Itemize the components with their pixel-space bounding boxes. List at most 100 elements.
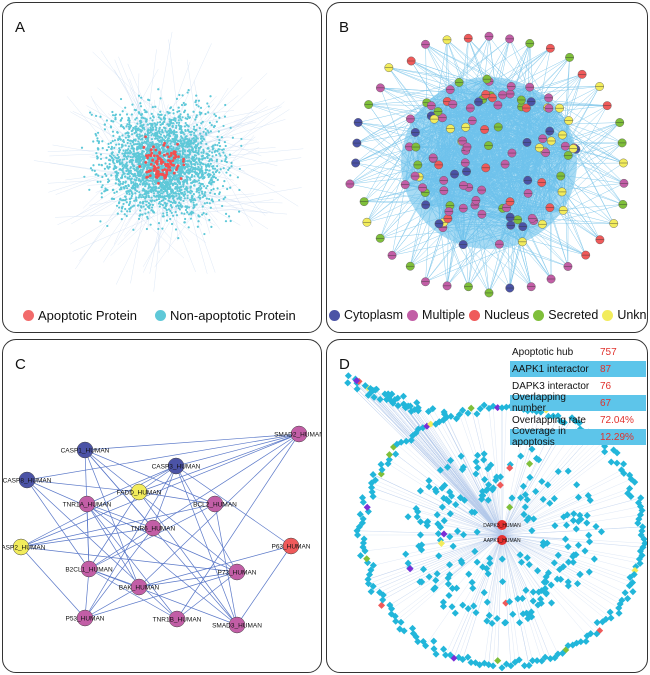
node: [197, 105, 200, 108]
node: [127, 183, 130, 187]
node: [574, 541, 583, 549]
node: [191, 146, 194, 150]
node: [146, 123, 149, 126]
node: [518, 594, 526, 602]
node: [179, 142, 183, 145]
node: [128, 127, 131, 131]
node: [146, 190, 149, 193]
node: [209, 162, 212, 165]
node: [554, 467, 562, 476]
node: [178, 140, 182, 143]
node: [472, 470, 480, 478]
node: [484, 496, 492, 504]
node: [120, 176, 124, 179]
node: [206, 201, 209, 204]
stats-value: 12.29%: [600, 431, 634, 443]
node: [178, 109, 181, 113]
node: [95, 152, 98, 155]
node: [182, 182, 185, 185]
node: [190, 165, 193, 168]
node: [229, 186, 232, 189]
node: [193, 167, 197, 170]
node: [214, 143, 217, 146]
node: [448, 584, 456, 592]
node: [151, 142, 154, 145]
node: [181, 116, 184, 119]
node: [546, 655, 554, 663]
node: [125, 187, 129, 190]
node: [402, 550, 410, 558]
node: [172, 191, 175, 195]
node: [136, 166, 139, 169]
node: [188, 116, 191, 119]
node: [110, 147, 113, 150]
node: [143, 175, 146, 178]
node: [138, 133, 141, 136]
node: [148, 204, 151, 207]
node: [155, 159, 159, 163]
node: [191, 170, 194, 173]
node: [172, 118, 175, 121]
node: [385, 451, 393, 459]
node: [392, 450, 400, 458]
node: [183, 173, 186, 176]
node: [171, 201, 174, 204]
node: [118, 180, 122, 183]
node: [620, 469, 628, 477]
node: [141, 142, 144, 145]
node: [155, 162, 159, 166]
node: [180, 128, 183, 131]
stats-value: 72.04%: [600, 414, 634, 426]
node: [110, 152, 113, 155]
node: [152, 189, 155, 192]
node: [199, 106, 203, 109]
node: [111, 110, 114, 114]
node: [198, 111, 201, 114]
node: [166, 168, 169, 172]
node: [188, 165, 191, 168]
node: [202, 185, 206, 188]
node: [139, 205, 143, 208]
node: [218, 171, 221, 174]
node: [183, 180, 186, 183]
node: [185, 175, 188, 178]
network-c-nodes: CASP1_HUMAN CASP3_HUMAN SMAD2_HUMAN CASP8_H…: [3, 425, 321, 634]
node: [164, 187, 167, 190]
node: [195, 157, 198, 160]
node: [183, 150, 186, 153]
protein-node: [76, 441, 94, 459]
node: [180, 131, 183, 135]
node: [197, 179, 200, 182]
node: [573, 580, 582, 588]
node: [208, 169, 211, 172]
multiple-swatch-icon: [407, 309, 419, 321]
node: [141, 202, 144, 205]
node: [160, 199, 163, 203]
node: [137, 137, 140, 140]
node: [178, 201, 181, 204]
node: [195, 116, 198, 119]
node: [213, 192, 216, 196]
node: [480, 589, 488, 597]
node: [526, 460, 534, 468]
node: [181, 147, 185, 150]
node: [171, 159, 175, 163]
node: [116, 157, 120, 160]
node: [439, 602, 447, 610]
node: [224, 103, 227, 107]
node: [149, 223, 152, 226]
legend-a-label: Non-apoptotic Protein: [170, 308, 296, 323]
node: [187, 206, 191, 209]
node: [147, 131, 151, 135]
node: [147, 98, 150, 101]
node: [417, 518, 425, 526]
node: [145, 170, 149, 174]
node: [129, 167, 132, 170]
node: [139, 138, 142, 141]
legend-b-item-multiple: Multiple: [407, 308, 465, 322]
node: [206, 164, 210, 167]
network-d-edges: [347, 375, 645, 666]
node: [182, 131, 185, 134]
node: [221, 185, 225, 188]
node: [127, 131, 130, 135]
